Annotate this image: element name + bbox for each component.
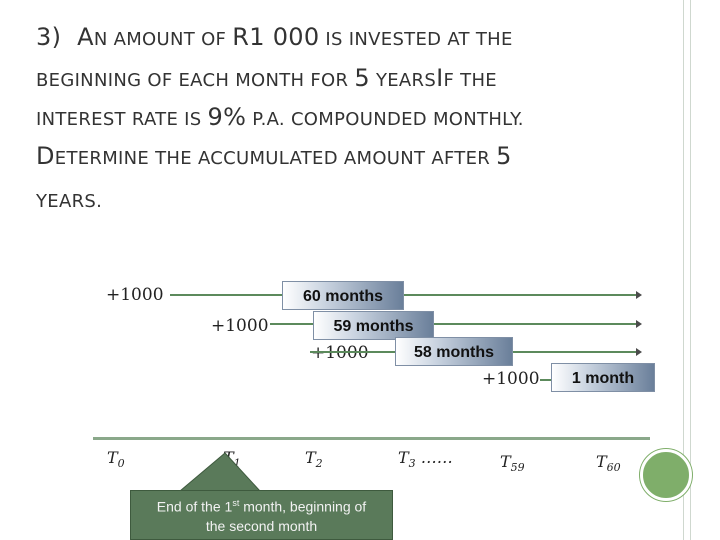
period-box-3: 58 months bbox=[395, 337, 513, 366]
payment-line-1 bbox=[170, 294, 640, 296]
arrowhead-icon bbox=[636, 291, 642, 299]
arrowhead-icon bbox=[636, 348, 642, 356]
decorative-circle-icon bbox=[640, 449, 692, 501]
time-ellipsis: …… bbox=[420, 448, 453, 467]
frame-border-right bbox=[690, 0, 691, 540]
title-line-5: YEARS. bbox=[36, 191, 103, 212]
payment-amount-1: +1000 bbox=[106, 285, 164, 305]
title-line-1: 3) AN AMOUNT OF R1 000 IS INVESTED AT TH… bbox=[36, 23, 513, 51]
time-label-t60: T60 bbox=[596, 452, 621, 475]
title-line-3: INTEREST RATE IS 9% P.A. COMPOUNDED MONT… bbox=[36, 103, 524, 131]
time-label-t0: T0 bbox=[107, 448, 125, 471]
title-line-4: DETERMINE THE ACCUMULATED AMOUNT AFTER 5 bbox=[36, 142, 512, 170]
payment-amount-4: +1000 bbox=[482, 369, 540, 389]
payment-amount-3: +1000 bbox=[311, 343, 369, 363]
payment-line-2 bbox=[270, 323, 640, 325]
time-label-t2: T2 bbox=[305, 448, 323, 471]
frame-border-left bbox=[683, 0, 684, 540]
time-label-t3: T3 …… bbox=[398, 448, 453, 471]
callout-box: End of the 1st month, beginning of the s… bbox=[130, 490, 393, 540]
time-label-t59: T59 bbox=[500, 452, 525, 475]
arrowhead-icon bbox=[636, 320, 642, 328]
payment-amount-2: +1000 bbox=[211, 316, 269, 336]
period-box-1: 60 months bbox=[282, 281, 404, 310]
period-box-4: 1 month bbox=[551, 363, 655, 392]
problem-statement: 3) AN AMOUNT OF R1 000 IS INVESTED AT TH… bbox=[36, 20, 676, 219]
timeline-axis bbox=[93, 437, 650, 440]
period-box-2: 59 months bbox=[313, 311, 434, 340]
title-line-2: BEGINNING OF EACH MONTH FOR 5 YEARSIF TH… bbox=[36, 64, 497, 92]
